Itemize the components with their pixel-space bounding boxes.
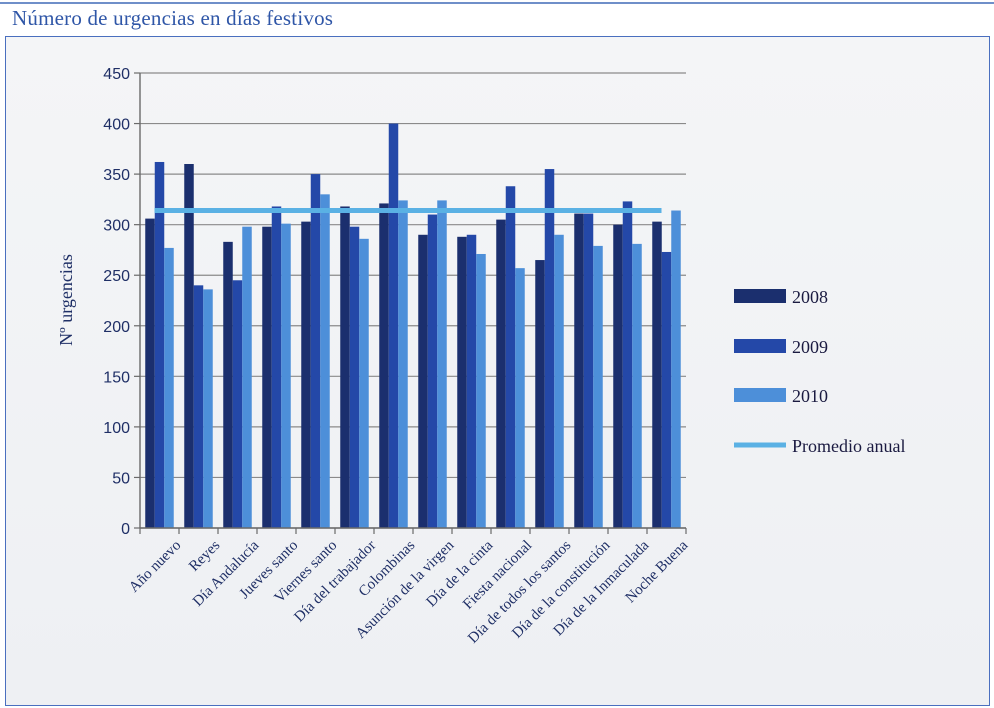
legend-label: 2010 [792, 386, 828, 406]
legend-label: 2008 [792, 287, 828, 307]
bar-2008-12 [613, 224, 623, 528]
legend-swatch-2009 [734, 339, 786, 353]
legend-swatch-2008 [734, 289, 786, 303]
x-tick-label: Reyes [186, 537, 223, 574]
bar-2009-3 [271, 206, 282, 528]
bar-2008-13 [652, 221, 662, 528]
bar-2010-7 [437, 200, 447, 528]
y-axis-label: Nº urgencias [56, 254, 76, 346]
bar-2009-8 [466, 234, 477, 528]
bar-2010-13 [671, 210, 681, 528]
bar-2009-6 [388, 123, 399, 529]
bar-2009-4 [310, 174, 321, 528]
bar-2008-5 [340, 206, 350, 528]
bar-2010-11 [593, 245, 603, 528]
bar-2008-4 [301, 221, 311, 528]
y-tick-label: 250 [103, 268, 130, 285]
y-tick-label: 200 [103, 319, 130, 336]
y-tick-label: 100 [103, 420, 130, 437]
top-divider [0, 2, 994, 4]
bar-2009-1 [193, 285, 204, 528]
bar-2010-9 [515, 268, 525, 528]
bar-2008-7 [418, 234, 428, 528]
x-tick-label: Año nuevo [126, 538, 184, 596]
legend-label: 2009 [792, 337, 828, 357]
bar-2010-3 [281, 223, 291, 528]
bar-2010-10 [554, 234, 564, 528]
bar-2008-6 [379, 203, 389, 528]
bar-2008-3 [262, 226, 272, 528]
bar-2008-0 [145, 218, 155, 528]
bar-2009-12 [622, 201, 633, 528]
bar-2010-2 [242, 226, 252, 528]
bar-2010-8 [476, 253, 486, 528]
bar-2009-9 [505, 186, 516, 528]
bar-2009-0 [154, 161, 165, 528]
bar-2008-1 [184, 164, 194, 528]
gridlines [140, 72, 686, 529]
y-axis-ticks: 0 50 100 150 200 250 300 350 400 450 [103, 66, 140, 538]
y-tick-label: 150 [103, 369, 130, 386]
y-tick-label: 0 [121, 521, 130, 538]
y-tick-label: 450 [103, 66, 130, 83]
bar-2009-5 [349, 226, 360, 528]
bar-2008-10 [535, 260, 545, 528]
y-tick-label: 300 [103, 218, 130, 235]
legend-swatch-2010 [734, 388, 786, 402]
bar-2008-11 [574, 213, 584, 529]
bar-2010-1 [203, 289, 213, 528]
bar-2010-0 [164, 247, 174, 528]
x-axis [139, 73, 687, 534]
y-tick-label: 50 [112, 470, 130, 487]
bar-2010-5 [359, 238, 369, 529]
bar-2009-10 [544, 169, 555, 529]
bar-2009-11 [583, 213, 594, 529]
bar-2009-7 [427, 214, 438, 529]
chart-title: Número de urgencias en días festivos [12, 6, 334, 30]
y-tick-label: 350 [103, 167, 130, 184]
bar-2008-9 [496, 219, 506, 528]
y-tick-label: 400 [103, 117, 130, 134]
bar-2009-13 [661, 251, 672, 528]
bar-2010-6 [398, 200, 408, 528]
bar-2008-2 [223, 241, 233, 528]
legend-label: Promedio anual [792, 436, 905, 456]
bar-2010-4 [320, 194, 330, 529]
bar-2008-8 [457, 236, 467, 529]
bar-2009-2 [232, 280, 243, 528]
bar-2010-12 [632, 243, 642, 528]
legend: 2008 2009 2010 Promedio anual [734, 287, 905, 456]
bars [145, 123, 681, 529]
